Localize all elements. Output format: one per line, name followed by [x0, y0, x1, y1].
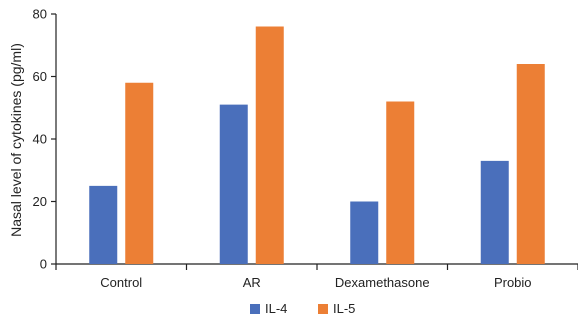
bar-il-4 [480, 160, 509, 264]
bar-il-4 [219, 104, 248, 264]
x-tick-label: AR [243, 275, 261, 290]
bar-il-5 [516, 64, 545, 264]
x-tick-label: Control [100, 275, 142, 290]
bar-il-5 [255, 26, 284, 264]
legend-swatch [250, 304, 260, 314]
legend: IL-4 IL-5 [250, 301, 355, 316]
y-tick-label: 20 [33, 194, 47, 209]
legend-swatch [318, 304, 328, 314]
plot-area: 0 20 40 60 80 Control AR Dexamethasone Probio [33, 7, 578, 290]
bar-il-5 [386, 101, 415, 264]
y-tick-label: 60 [33, 69, 47, 84]
y-tick-label: 0 [40, 257, 47, 272]
bar-il-4 [89, 185, 118, 264]
x-tick-label: Probio [494, 275, 532, 290]
bar-il-4 [350, 201, 379, 264]
x-tick-label: Dexamethasone [335, 275, 430, 290]
legend-label: IL-4 [265, 301, 287, 316]
y-tick-label: 40 [33, 132, 47, 147]
bar-il-5 [125, 82, 154, 264]
legend-label: IL-5 [333, 301, 355, 316]
y-axis-label: Nasal level of cytokines (pg/ml) [8, 43, 24, 237]
y-tick-label: 80 [33, 7, 47, 22]
